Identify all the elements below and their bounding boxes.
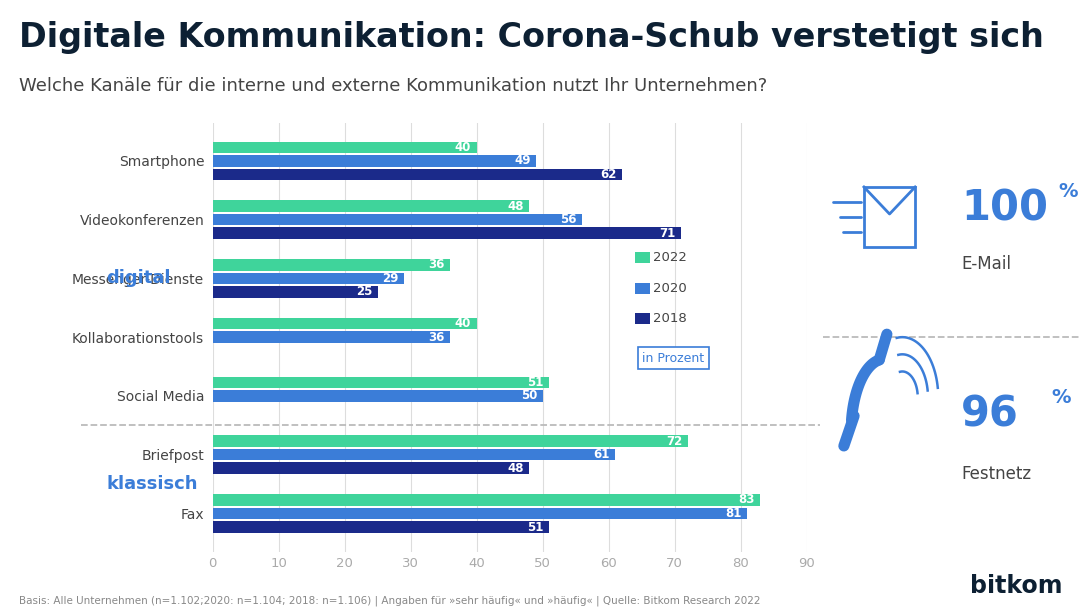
Text: 51: 51 [528, 520, 544, 533]
Bar [213, 273, 404, 284]
Text: klassisch: klassisch [107, 475, 198, 493]
Text: %: % [1051, 388, 1070, 406]
Text: 2022: 2022 [654, 251, 688, 264]
Bar [213, 508, 748, 519]
Text: 56: 56 [560, 213, 577, 226]
Text: 49: 49 [514, 154, 531, 167]
Text: 2020: 2020 [654, 282, 687, 295]
Text: 50: 50 [521, 389, 537, 402]
Text: Basis: Alle Unternehmen (n=1.102;2020: n=1.104; 2018: n=1.106) | Angaben für »se: Basis: Alle Unternehmen (n=1.102;2020: n… [19, 595, 760, 606]
Text: 71: 71 [659, 227, 676, 240]
Bar [213, 214, 582, 226]
Bar [213, 227, 681, 239]
Bar [213, 318, 476, 329]
Text: 25: 25 [356, 286, 373, 299]
Bar [213, 286, 377, 298]
Text: 83: 83 [739, 493, 755, 506]
Text: %: % [1058, 182, 1078, 200]
Bar [213, 494, 761, 506]
Bar [635, 313, 650, 324]
Text: 29: 29 [383, 272, 399, 285]
Text: 72: 72 [666, 435, 682, 447]
Text: 61: 61 [594, 448, 610, 461]
Bar [213, 462, 530, 474]
Text: Welche Kanäle für die interne und externe Kommunikation nutzt Ihr Unternehmen?: Welche Kanäle für die interne und extern… [19, 77, 766, 94]
Text: 40: 40 [455, 141, 471, 154]
Text: 51: 51 [528, 376, 544, 389]
Bar [213, 376, 549, 388]
Text: 2018: 2018 [654, 313, 687, 326]
Text: bitkom: bitkom [970, 574, 1063, 598]
Text: 36: 36 [428, 258, 445, 272]
Text: 62: 62 [601, 168, 617, 181]
Bar [213, 332, 450, 343]
Bar [213, 169, 621, 180]
Text: 48: 48 [508, 200, 524, 213]
Text: 48: 48 [508, 462, 524, 474]
Bar [213, 390, 543, 402]
Bar [635, 252, 650, 263]
Text: 40: 40 [455, 317, 471, 330]
Text: 96: 96 [961, 394, 1019, 435]
Bar [213, 142, 476, 153]
Bar [213, 449, 615, 460]
Text: digital: digital [107, 269, 171, 287]
Text: in Prozent: in Prozent [642, 352, 704, 365]
Bar [635, 283, 650, 294]
Bar [213, 155, 536, 167]
Bar [213, 435, 688, 447]
FancyBboxPatch shape [864, 187, 916, 247]
Text: Festnetz: Festnetz [961, 465, 1031, 484]
Bar [213, 200, 530, 212]
Text: Digitale Kommunikation: Corona-Schub verstetigt sich: Digitale Kommunikation: Corona-Schub ver… [19, 21, 1043, 55]
Text: 36: 36 [428, 330, 445, 344]
Text: E-Mail: E-Mail [961, 255, 1012, 273]
Text: 100: 100 [961, 188, 1049, 229]
Bar [213, 259, 450, 270]
Text: 81: 81 [726, 507, 742, 520]
Bar [213, 521, 549, 533]
